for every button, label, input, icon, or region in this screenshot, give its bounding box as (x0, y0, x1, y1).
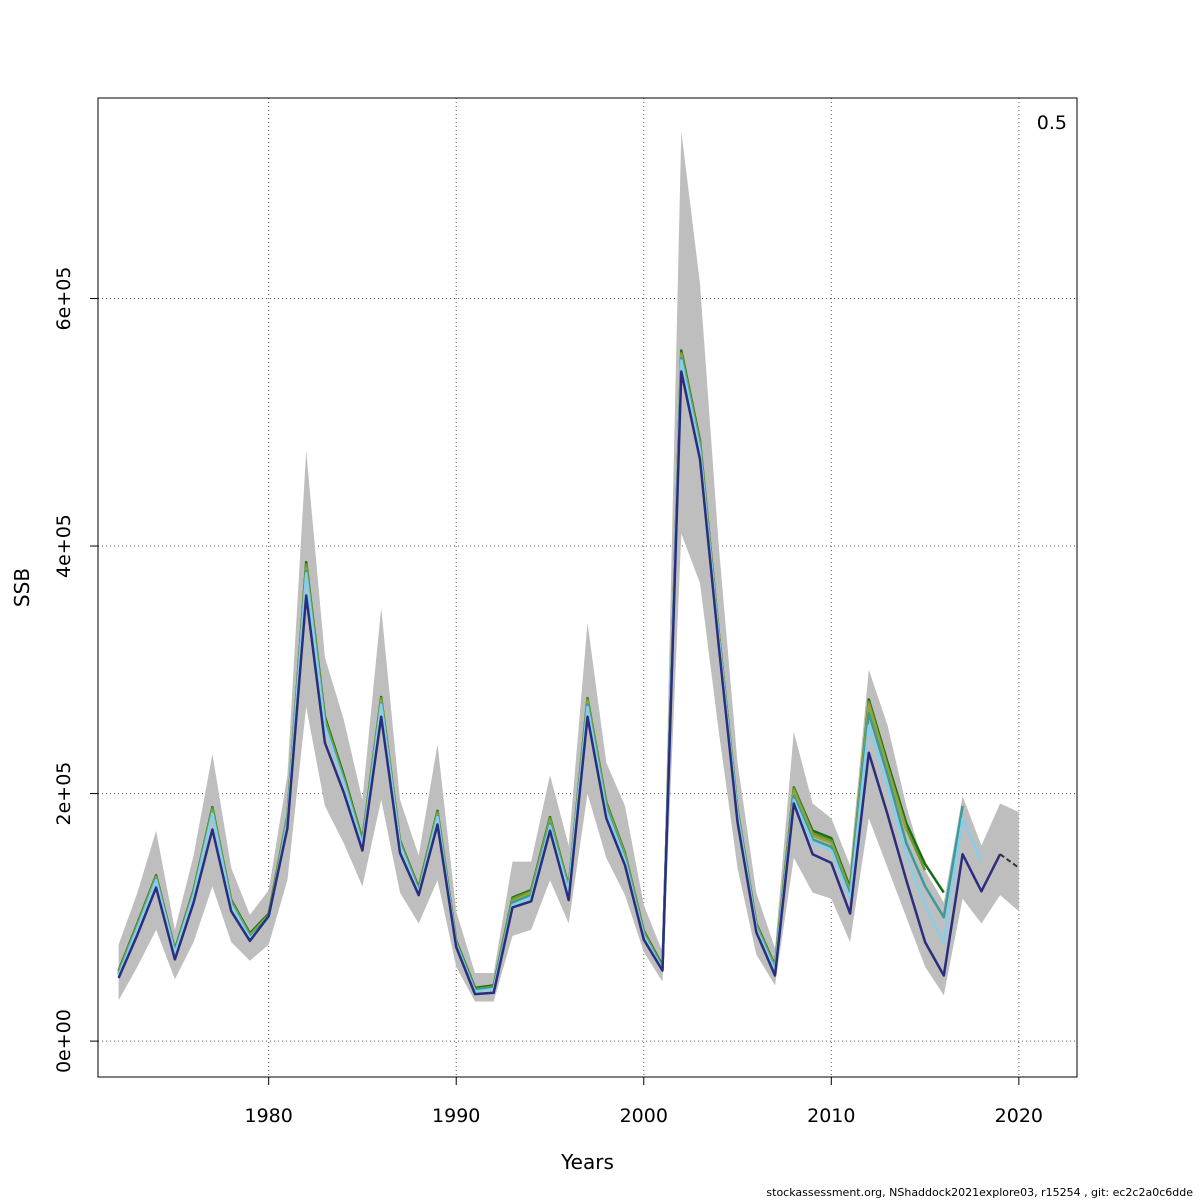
x-tick-label-2000: 2000 (620, 1105, 668, 1127)
corner-label: 0.5 (1037, 112, 1067, 134)
x-tick-label-1980: 1980 (244, 1105, 292, 1127)
x-tick-label-1990: 1990 (432, 1105, 480, 1127)
confidence-band (118, 131, 1019, 1002)
plot-frame (97, 97, 1078, 1078)
series-lines-layer (117, 349, 1020, 996)
y-tick-label-6e+05: 6e+05 (53, 267, 75, 331)
y-tick-label-2e+05: 2e+05 (53, 762, 75, 826)
series-line-6 (117, 370, 1002, 996)
confidence-band-layer (118, 131, 1019, 1002)
x-tick-label-2010: 2010 (807, 1105, 855, 1127)
footer-credit: stockassessment.org, NShaddock2021explor… (766, 1186, 1193, 1199)
y-tick-label-0e+00: 0e+00 (53, 1009, 75, 1073)
y-tick-label-4e+05: 4e+05 (53, 514, 75, 578)
x-axis: 1980 1990 2000 2010 2020 (244, 1077, 1043, 1127)
y-axis: 0e+00 2e+05 4e+05 6e+05 (53, 267, 98, 1073)
x-axis-title: Years (560, 1150, 614, 1174)
x-tick-label-2020: 2020 (995, 1105, 1043, 1127)
series-line-7 (999, 853, 1020, 869)
y-axis-title: SSB (10, 568, 34, 607)
